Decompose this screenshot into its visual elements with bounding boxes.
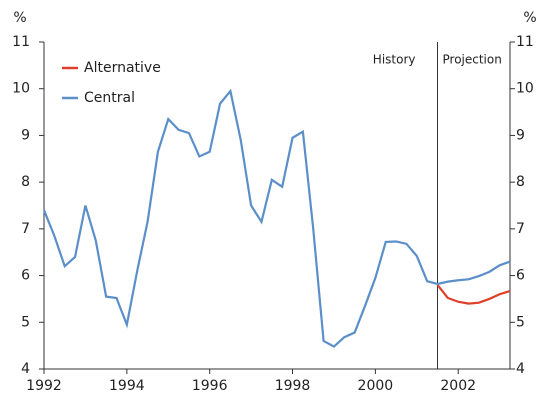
- x-tick-label: 2002: [440, 378, 476, 394]
- y2-tick-label: 9: [516, 127, 525, 143]
- legend-label: Central: [84, 90, 135, 106]
- x-tick-label: 1996: [192, 378, 228, 394]
- y-tick-label: 4: [21, 361, 30, 377]
- x-tick-label: 2000: [358, 378, 394, 394]
- y2-tick-label: 6: [516, 268, 525, 284]
- x-tick-label: 1992: [26, 378, 62, 394]
- annotation: Projection: [443, 53, 502, 67]
- y-tick-label: 7: [21, 221, 30, 237]
- x-tick-label: 1994: [109, 378, 145, 394]
- line: [436, 284, 511, 305]
- y2-tick-label: 11: [516, 34, 534, 50]
- legend-label: Alternative: [84, 60, 161, 76]
- y2-tick-label: 4: [516, 361, 525, 377]
- y-tick-label: 9: [21, 127, 30, 143]
- y2-tick-label: 8: [516, 174, 525, 190]
- y-tick-label: 5: [21, 314, 30, 330]
- y-tick-label: 8: [21, 174, 30, 190]
- y-tick-label: 11: [12, 34, 30, 50]
- y-axis-label: %: [13, 10, 26, 26]
- y2-tick-label: 5: [516, 314, 525, 330]
- x-tick-label: 1998: [275, 378, 311, 394]
- annotation: History: [373, 53, 416, 67]
- y2-tick-label: 7: [516, 221, 525, 237]
- y2-tick-label: 10: [516, 81, 534, 97]
- y2-axis-label: %: [523, 10, 536, 26]
- y-tick-label: 10: [12, 81, 30, 97]
- y-tick-label: 6: [21, 268, 30, 284]
- line: [42, 88, 511, 348]
